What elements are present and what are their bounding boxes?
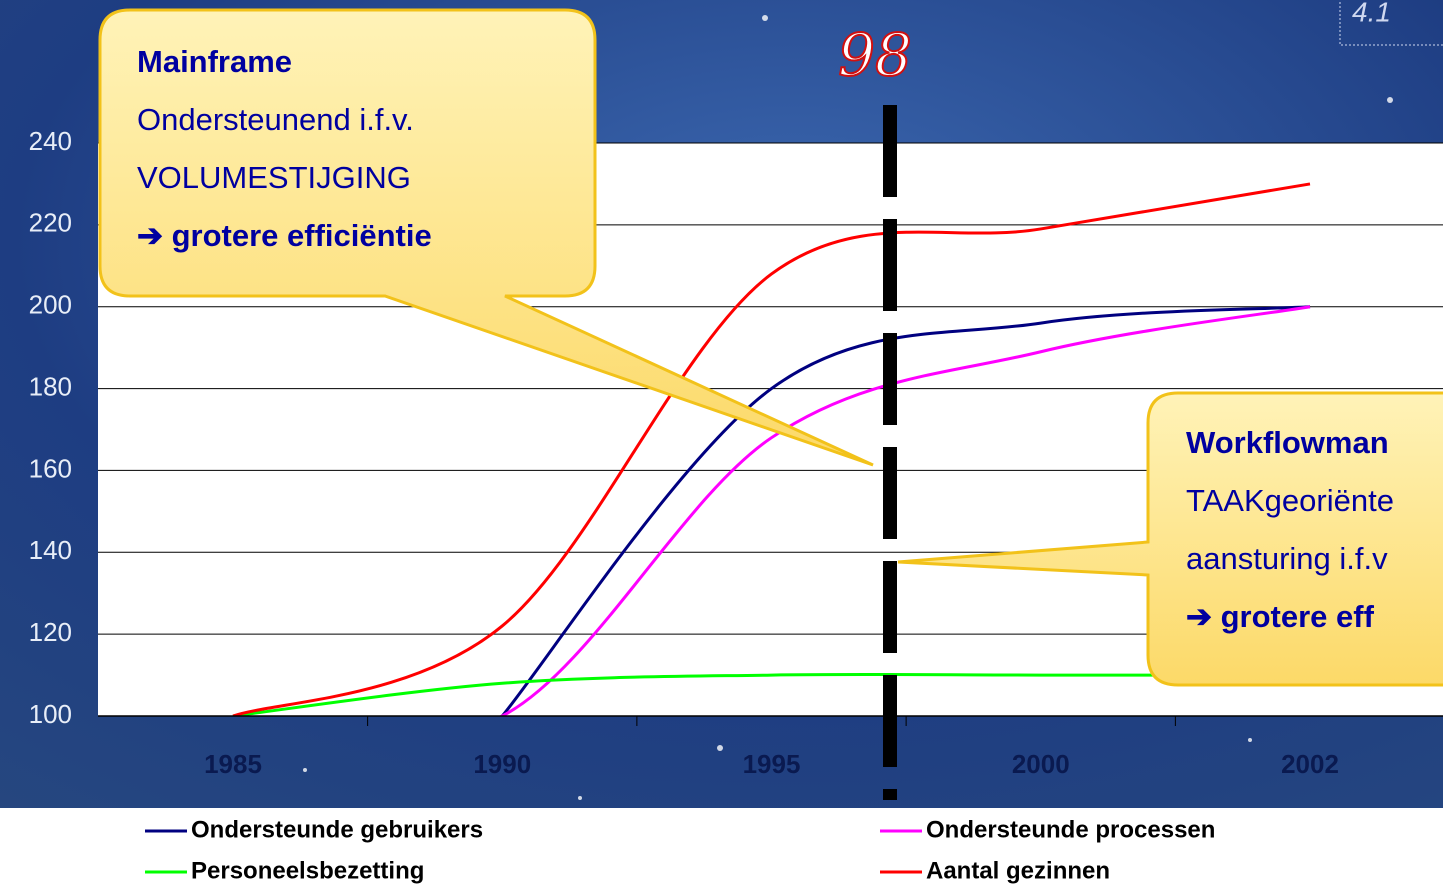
legend-area <box>0 808 1443 894</box>
x-tick-label: 2000 <box>1012 749 1070 779</box>
callout-text: Mainframe <box>137 44 292 79</box>
y-tick-label: 140 <box>29 535 72 565</box>
series-line <box>501 305 1311 716</box>
y-tick-label: 200 <box>29 290 72 320</box>
callout-text: Workflowman <box>1186 425 1389 460</box>
series-line <box>232 672 1310 716</box>
x-tick-label: 1995 <box>743 749 801 779</box>
callout-shape <box>897 391 1443 687</box>
stars <box>303 15 1393 800</box>
y-tick-label: 180 <box>29 371 72 401</box>
y-tick-label: 220 <box>29 208 72 238</box>
slide-number: 4.1 <box>1352 0 1391 27</box>
y-tick-label: 160 <box>29 453 72 483</box>
y-tick-label: 240 <box>29 126 72 156</box>
callout-text: VOLUMESTIJGING <box>137 160 411 195</box>
callout-text: ➔ grotere eff <box>1186 599 1375 634</box>
y-tick-label: 120 <box>29 617 72 647</box>
callout-1 <box>98 8 874 467</box>
legend-label: Ondersteunde processen <box>926 816 1215 843</box>
y-tick-label: 100 <box>29 699 72 729</box>
legend-label: Aantal gezinnen <box>926 857 1110 884</box>
callout-text: Ondersteunend i.f.v. <box>137 102 414 137</box>
x-tick-label: 2002 <box>1281 749 1339 779</box>
callout-text: ➔ grotere efficiëntie <box>137 218 432 253</box>
callout-text: TAAKgeoriënte <box>1186 483 1394 518</box>
series-line <box>232 182 1311 716</box>
series-line <box>233 305 1311 716</box>
legend-label: Personeelsbezetting <box>191 857 424 884</box>
marker-label: 98 <box>838 21 912 89</box>
x-tick-label: 1985 <box>204 749 262 779</box>
x-tick-label: 1990 <box>473 749 531 779</box>
callout-shape <box>98 8 874 467</box>
legend-label: Ondersteunde gebruikers <box>191 816 483 843</box>
callout-2 <box>897 391 1443 687</box>
callout-text: aansturing i.f.v <box>1186 541 1388 576</box>
